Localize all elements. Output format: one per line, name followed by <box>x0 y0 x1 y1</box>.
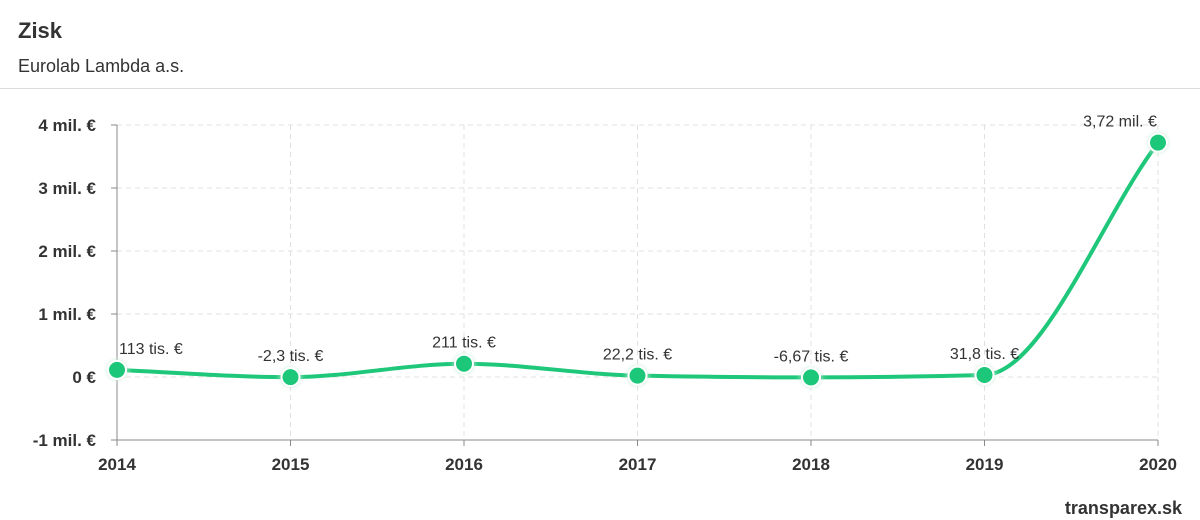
data-point[interactable] <box>280 367 301 388</box>
x-tick-label: 2015 <box>272 455 310 474</box>
y-tick-label: 1 mil. € <box>38 305 96 324</box>
x-tick-label: 2016 <box>445 455 483 474</box>
data-point[interactable] <box>974 364 995 385</box>
data-point[interactable] <box>1148 132 1168 153</box>
brand-watermark: transparex.sk <box>1064 498 1182 518</box>
x-tick-label: 2018 <box>792 455 830 474</box>
y-tick-label: -1 mil. € <box>33 431 97 450</box>
data-point[interactable] <box>627 365 648 386</box>
data-label: 211 tis. € <box>432 335 496 352</box>
chart-subtitle: Eurolab Lambda a.s. <box>18 56 185 76</box>
y-tick-label: 3 mil. € <box>38 179 96 198</box>
x-tick-label: 2017 <box>619 455 657 474</box>
data-label: 113 tis. € <box>119 341 183 358</box>
x-tick-label: 2020 <box>1139 455 1177 474</box>
data-label: 22,2 tis. € <box>603 347 672 364</box>
y-tick-label: 0 € <box>72 368 96 387</box>
data-label: 3,72 mil. € <box>1083 114 1157 131</box>
y-tick-label: 4 mil. € <box>38 116 96 135</box>
y-tick-label: 2 mil. € <box>38 242 96 261</box>
x-tick-label: 2014 <box>98 455 136 474</box>
chart-header: Zisk Eurolab Lambda a.s. <box>0 0 1200 89</box>
data-point[interactable] <box>107 359 127 380</box>
data-label: -6,67 tis. € <box>774 348 849 365</box>
x-tick-label: 2019 <box>966 455 1004 474</box>
chart-title: Zisk <box>18 18 63 43</box>
data-point[interactable] <box>801 367 821 388</box>
data-label: -2,3 tis. € <box>258 348 324 365</box>
data-label: 31,8 tis. € <box>950 346 1019 363</box>
data-point[interactable] <box>454 353 474 374</box>
